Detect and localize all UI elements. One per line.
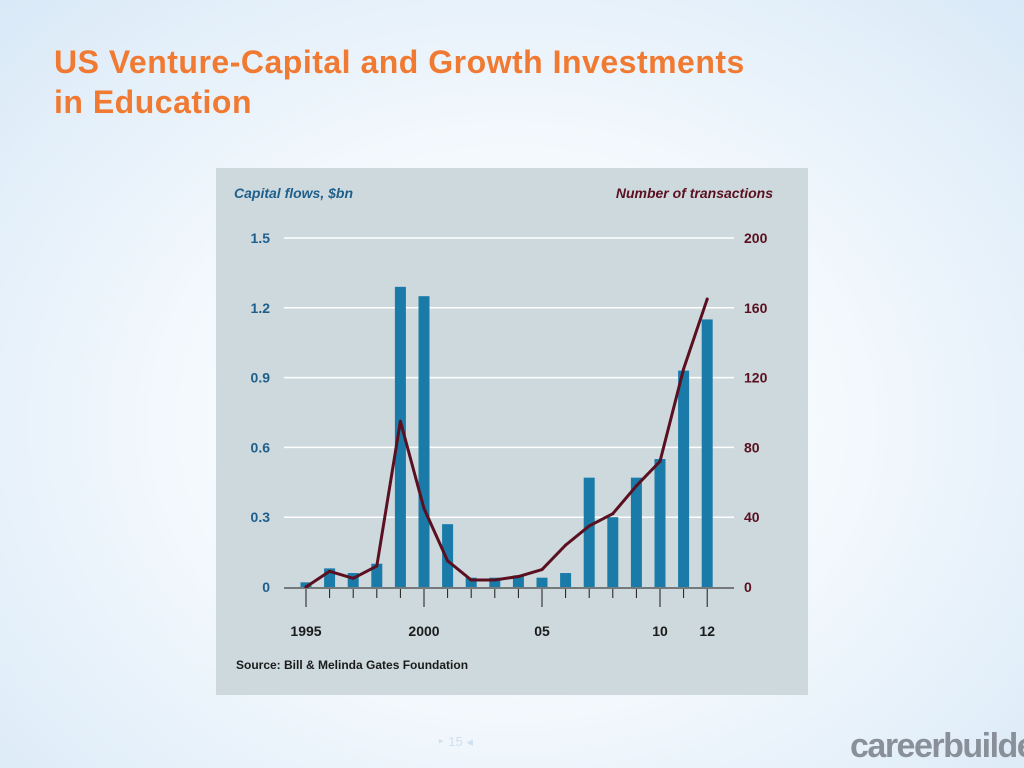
line-point (658, 459, 662, 463)
slide-title: US Venture-Capital and Growth Investment… (54, 42, 745, 122)
transactions-line (304, 297, 709, 589)
source-note: Source: Bill & Melinda Gates Foundation (236, 658, 468, 672)
bar (489, 577, 501, 587)
line-point (328, 569, 332, 573)
line-point (682, 367, 686, 371)
right-tick-label: 200 (744, 230, 768, 246)
bar (654, 459, 666, 587)
logo-text: careerbuilder (850, 727, 1024, 765)
bar (442, 524, 454, 587)
x-axis (284, 587, 734, 607)
left-tick-label: 0.3 (251, 509, 271, 525)
line-point (516, 575, 520, 579)
right-tick-label: 0 (744, 579, 752, 595)
gridlines (284, 237, 734, 518)
line-point (304, 585, 308, 589)
bar (347, 573, 359, 587)
line-point (422, 506, 426, 510)
bar (630, 477, 642, 587)
x-tick-label: 12 (699, 623, 715, 639)
line-point (493, 578, 497, 582)
bar (300, 582, 312, 587)
bar (701, 319, 713, 587)
combo-chart: Capital flows, $bn Number of transaction… (234, 185, 773, 672)
line-point (446, 559, 450, 563)
line-point (634, 484, 638, 488)
right-tick-label: 40 (744, 509, 760, 525)
line-point (398, 419, 402, 423)
line-point (375, 564, 379, 568)
line-point (705, 297, 709, 301)
right-tick-label: 160 (744, 300, 768, 316)
slide-title-line-2: in Education (54, 84, 252, 120)
bar (678, 370, 690, 587)
bar (560, 573, 572, 587)
line-point (540, 568, 544, 572)
x-tick-label: 05 (534, 623, 550, 639)
bar (371, 563, 383, 587)
x-tick-label: 1995 (290, 623, 321, 639)
right-tick-label: 120 (744, 370, 768, 386)
line-point (587, 524, 591, 528)
x-tick-label: 2000 (408, 623, 439, 639)
tick-labels: 0 0 0.3 40 0.6 80 0.9 120 1.2 160 1.5 200 1995 2000 05… (251, 230, 768, 639)
slide-title-line-1: US Venture-Capital and Growth Investment… (54, 44, 745, 80)
line-point (351, 576, 355, 580)
left-tick-label: 0 (262, 579, 270, 595)
x-tick-label: 10 (652, 623, 668, 639)
line-point (564, 543, 568, 547)
chart-panel: Capital flows, $bn Number of transaction… (216, 168, 808, 695)
bar (324, 568, 336, 587)
bar (465, 577, 477, 587)
left-tick-label: 0.6 (251, 439, 271, 455)
bar (583, 477, 595, 587)
left-tick-label: 1.2 (251, 300, 271, 316)
bar-series (300, 286, 713, 587)
bar (607, 517, 619, 587)
left-tick-label: 0.9 (251, 370, 271, 386)
bar (512, 575, 524, 587)
careerbuilder-logo: careerbuilder® (850, 726, 1024, 766)
left-axis-title: Capital flows, $bn (234, 185, 353, 201)
line-series (304, 297, 709, 589)
right-axis-title: Number of transactions (616, 185, 773, 201)
bar (536, 577, 548, 587)
line-point (469, 578, 473, 582)
line-point (611, 512, 615, 516)
right-tick-label: 80 (744, 439, 760, 455)
bar (394, 286, 406, 587)
page-number: ‣ 15 ◂ (437, 734, 473, 749)
left-tick-label: 1.5 (251, 230, 271, 246)
bar (418, 296, 430, 587)
